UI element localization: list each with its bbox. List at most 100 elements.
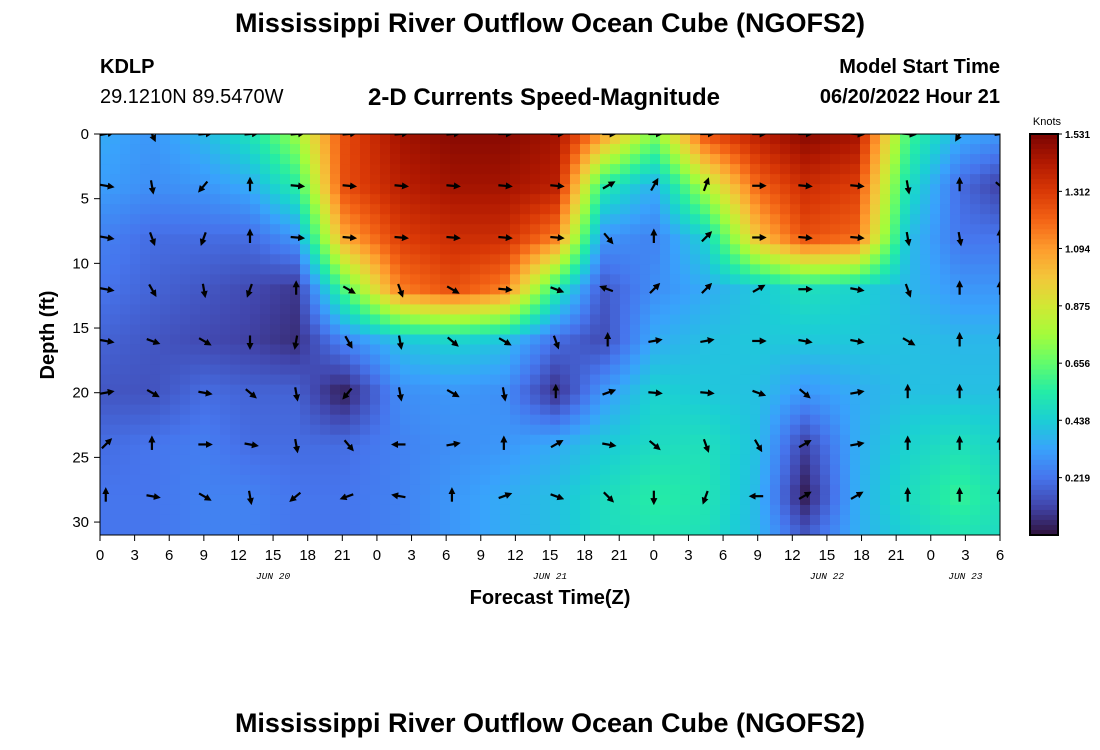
heatmap-cell (370, 474, 381, 486)
heatmap-cell (910, 134, 921, 145)
heatmap-cell (910, 424, 921, 436)
heatmap-cell (970, 264, 981, 275)
heatmap-cell (840, 314, 851, 326)
heatmap-cell (750, 384, 761, 396)
heatmap-cell (670, 164, 681, 175)
heatmap-cell (160, 144, 171, 155)
heatmap-cell (220, 204, 231, 215)
heatmap-cell (160, 334, 171, 346)
heatmap-cell (510, 364, 521, 376)
current-vector-arrow (394, 182, 409, 190)
heatmap-cell (920, 324, 931, 336)
heatmap-cell (860, 374, 871, 386)
heatmap-cell (860, 354, 871, 366)
heatmap-cell (560, 144, 571, 155)
heatmap-cell (170, 264, 181, 275)
heatmap-cell (210, 464, 221, 476)
heatmap-cell (550, 234, 561, 245)
heatmap-cell (120, 254, 131, 265)
heatmap-cell (360, 334, 371, 346)
heatmap-cell (130, 524, 141, 535)
y-tick-label: 5 (81, 191, 89, 208)
heatmap-cell (850, 294, 861, 306)
heatmap-cell (350, 464, 361, 476)
heatmap-cell (820, 314, 831, 326)
heatmap-cell (420, 264, 431, 275)
heatmap-cell (460, 474, 471, 486)
heatmap-cell (690, 214, 701, 225)
heatmap-cell (190, 144, 201, 155)
heatmap-cell (470, 314, 481, 326)
heatmap-cell (830, 144, 841, 155)
heatmap-cell (850, 254, 861, 265)
heatmap-cell (490, 434, 501, 446)
heatmap-cell (470, 274, 481, 285)
x-tick-label: 0 (96, 547, 104, 564)
heatmap-cell (250, 274, 261, 285)
heatmap-cell (550, 364, 561, 376)
heatmap-cell (310, 374, 321, 386)
heatmap-cell (370, 364, 381, 376)
heatmap-cell (230, 444, 241, 456)
heatmap-cell (360, 144, 371, 155)
heatmap-cell (900, 344, 911, 356)
heatmap-cell (430, 344, 441, 356)
heatmap-cell (980, 224, 991, 235)
heatmap-cell (710, 504, 721, 516)
heatmap-cell (660, 404, 671, 416)
y-tick-label: 10 (72, 255, 89, 272)
heatmap-cell (880, 524, 891, 535)
heatmap-cell (240, 144, 251, 155)
heatmap-cell (850, 514, 861, 526)
heatmap-cell (920, 264, 931, 275)
heatmap-cell (270, 484, 281, 496)
heatmap-cell (130, 374, 141, 386)
heatmap-cell (220, 214, 231, 225)
heatmap-cell (950, 204, 961, 215)
heatmap-cell (840, 374, 851, 386)
heatmap-cell (750, 344, 761, 356)
heatmap-cell (610, 424, 621, 436)
heatmap-cell (320, 224, 331, 235)
heatmap-cell (310, 474, 321, 486)
heatmap-cell (720, 464, 731, 476)
heatmap-cell (120, 164, 131, 175)
heatmap-cell (970, 214, 981, 225)
heatmap-cell (790, 194, 801, 205)
heatmap-cell (140, 414, 151, 426)
heatmap-cell (620, 414, 631, 426)
heatmap-cell (180, 524, 191, 535)
heatmap-cell (180, 214, 191, 225)
heatmap-cell (990, 244, 1000, 255)
heatmap-cell (640, 274, 651, 285)
heatmap-cell (510, 344, 521, 356)
current-vector-arrow (246, 283, 253, 298)
heatmap-cell (410, 244, 421, 255)
heatmap-cell (640, 324, 651, 336)
heatmap-cell (530, 134, 541, 145)
heatmap-cell (890, 444, 901, 456)
heatmap-cell (860, 314, 871, 326)
heatmap-cell (460, 264, 471, 275)
heatmap-cell (950, 304, 961, 316)
heatmap-cell (210, 184, 221, 195)
heatmap-cell (370, 454, 381, 466)
heatmap-cell (430, 334, 441, 346)
heatmap-cell (380, 394, 391, 406)
heatmap-cell (690, 174, 701, 185)
heatmap-cell (920, 404, 931, 416)
heatmap-cell (700, 204, 711, 215)
heatmap-cell (600, 474, 611, 486)
heatmap-cell (450, 384, 461, 396)
heatmap-cell (290, 374, 301, 386)
x-tick-label: 12 (784, 547, 801, 564)
current-vector-arrow (292, 335, 300, 350)
heatmap-cell (750, 214, 761, 225)
heatmap-cell (370, 314, 381, 326)
heatmap-cell (530, 384, 541, 396)
heatmap-cell (290, 324, 301, 336)
heatmap-cell (550, 494, 561, 506)
heatmap-cell (680, 144, 691, 155)
heatmap-cell (300, 384, 311, 396)
heatmap-cell (750, 524, 761, 535)
